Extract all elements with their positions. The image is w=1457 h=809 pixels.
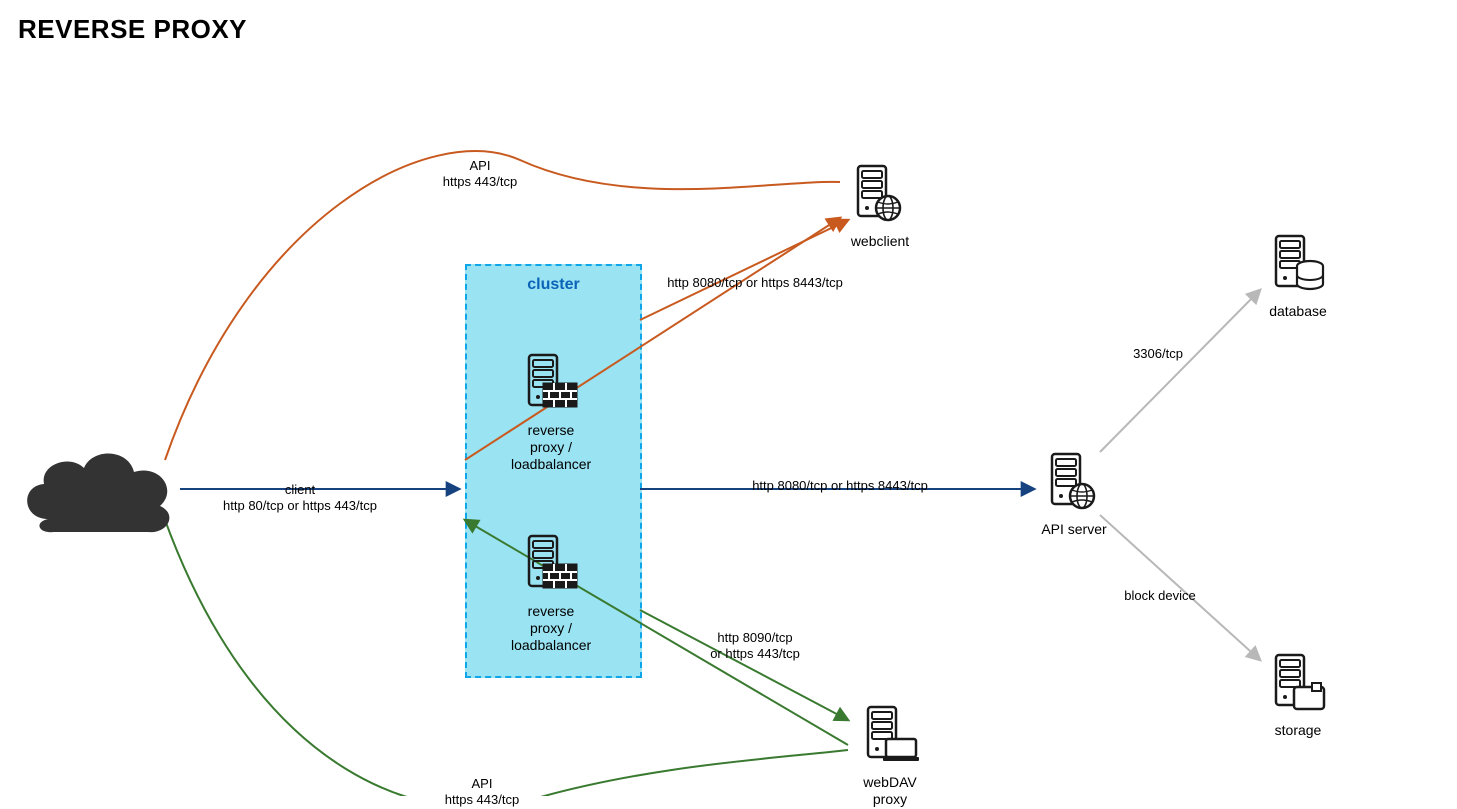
edge-cloud-webclient — [165, 151, 840, 460]
server-firewall-icon — [519, 581, 583, 597]
edge-label-cloud-webdav: API https 443/tcp — [372, 776, 592, 809]
node-label-database: database — [1258, 303, 1338, 320]
node-rp2: reverse proxy /loadbalancer — [511, 530, 591, 653]
server-laptop-icon — [858, 752, 922, 768]
node-storage: storage — [1258, 649, 1338, 739]
server-disk-icon — [1266, 700, 1330, 716]
edge-label-rp-webdav: http 8090/tcp or https 443/tcp — [645, 630, 865, 663]
node-label-storage: storage — [1258, 722, 1338, 739]
node-label-rp2: reverse proxy /loadbalancer — [511, 603, 591, 653]
edge-label-cloud-rp: client http 80/tcp or https 443/tcp — [190, 482, 410, 515]
edge-label-rp-api: http 8080/tcp or https 8443/tcp — [730, 478, 950, 494]
node-webdav: webDAV proxy — [850, 701, 930, 808]
edge-label-api-storage: block device — [1050, 588, 1270, 604]
node-label-api: API server — [1034, 521, 1114, 538]
edge-label-api-db: 3306/tcp — [1048, 346, 1268, 362]
node-database: database — [1258, 230, 1338, 320]
edge-rp-webdav — [640, 610, 848, 720]
edge-label-cloud-webclient: API https 443/tcp — [370, 158, 590, 191]
edge-api-db — [1100, 290, 1260, 452]
server-db-icon — [1266, 281, 1330, 297]
node-api: API server — [1034, 448, 1114, 538]
node-cloud — [10, 434, 180, 547]
node-label-rp1: reverse proxy /loadbalancer — [511, 422, 591, 472]
server-globe-icon — [848, 211, 912, 227]
node-webclient: webclient — [840, 160, 920, 250]
node-label-webdav: webDAV proxy — [850, 774, 930, 808]
edges-layer — [0, 0, 1457, 796]
edge-label-rp-webclient: http 8080/tcp or https 8443/tcp — [645, 275, 865, 291]
node-label-webclient: webclient — [840, 233, 920, 250]
edge-rp-webclient — [640, 220, 848, 320]
node-rp1: reverse proxy /loadbalancer — [511, 349, 591, 472]
server-firewall-icon — [519, 400, 583, 416]
cloud-icon — [10, 531, 180, 547]
server-globe-icon — [1042, 499, 1106, 515]
diagram-stage: REVERSE PROXY cluster reverse proxy /loa… — [0, 0, 1457, 796]
